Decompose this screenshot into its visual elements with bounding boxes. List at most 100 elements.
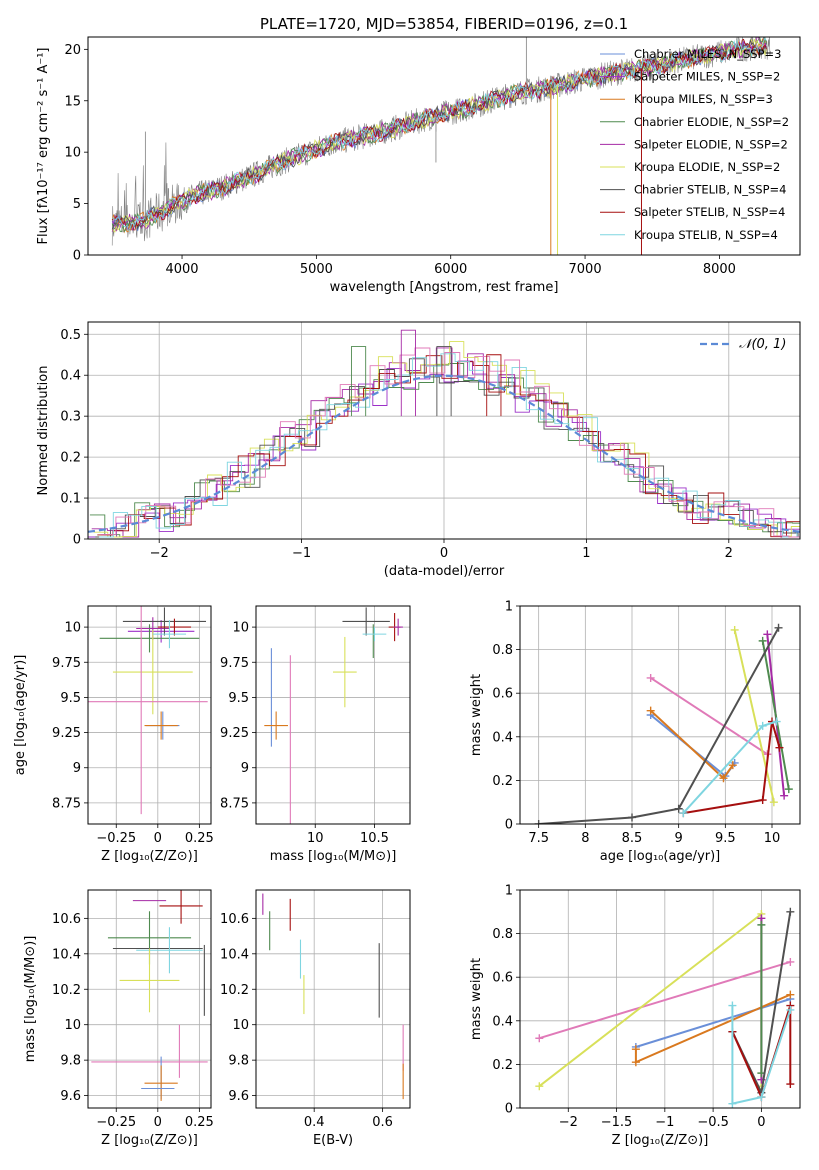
x-axis-label: age [log₁₀(age/yr)] bbox=[600, 849, 721, 864]
x-axis-label: (data-model)/error bbox=[384, 564, 505, 579]
weight-marker bbox=[674, 804, 683, 813]
axes-frame bbox=[519, 889, 801, 1109]
x-tick-label: 10.5 bbox=[360, 831, 389, 846]
weight-marker bbox=[757, 920, 766, 929]
weight-marker bbox=[786, 907, 795, 916]
weight-line-kroupa-miles bbox=[650, 709, 734, 780]
weight-marker bbox=[786, 990, 795, 999]
y-tick-label: 15 bbox=[64, 94, 81, 109]
histogram-kroupa-stelib bbox=[99, 353, 800, 538]
x-tick-label: −1 bbox=[292, 546, 311, 561]
x-tick-label: 8000 bbox=[703, 262, 736, 277]
x-tick-label: 6000 bbox=[434, 262, 467, 277]
y-tick-label: 10 bbox=[64, 146, 81, 161]
weight-marker bbox=[535, 1082, 544, 1091]
x-tick-label: 0.25 bbox=[185, 831, 214, 846]
plot-area bbox=[91, 890, 208, 1101]
x-tick-label: 0 bbox=[440, 546, 448, 561]
y-tick-label: 1 bbox=[505, 600, 513, 615]
x-axis-label: Z [log₁₀(Z/Z⊙)] bbox=[101, 849, 198, 864]
chart-age_vs_Z: −0.25 0 0.25 8.75 9 9.25 9.5 9.75 10 Z [log₁₀(Z/Z… bbox=[13, 605, 214, 864]
weight-line-kroupa-elodie bbox=[733, 629, 775, 803]
weight-marker bbox=[757, 1093, 766, 1102]
chart-mass_vs_Z: −0.25 0 0.25 9.6 9.8 10 10.2 10.4 10.6 Z [log₁₀(Z… bbox=[23, 889, 214, 1148]
x-axis-label: mass [log₁₀(M/M⊙)] bbox=[270, 849, 397, 864]
y-axis-label: Normed distribution bbox=[36, 366, 51, 496]
axes-frame bbox=[87, 36, 801, 256]
weight-line-chabrier-elodie bbox=[761, 640, 790, 790]
y-tick-label: 1 bbox=[505, 884, 513, 899]
weight-marker bbox=[728, 761, 737, 770]
y-axis-label: mass weight bbox=[469, 958, 484, 1040]
weight-line-chabrier-stelib bbox=[538, 627, 780, 824]
y-tick-label: 0.6 bbox=[492, 971, 513, 986]
weight-marker bbox=[631, 1058, 640, 1067]
legend-label: Salpeter MILES, N_SSP=2 bbox=[634, 70, 780, 84]
legend-label: Salpeter STELIB, N_SSP=4 bbox=[634, 205, 785, 219]
weight-marker bbox=[772, 717, 781, 726]
y-tick-label: 10.2 bbox=[52, 983, 81, 998]
x-tick-label: −0.25 bbox=[96, 1115, 136, 1130]
x-tick-label: 0.6 bbox=[372, 1115, 393, 1130]
histogram-peak bbox=[400, 329, 416, 417]
legend-label: Kroupa MILES, N_SSP=3 bbox=[634, 92, 773, 106]
x-tick-label: −0.5 bbox=[697, 1115, 729, 1130]
weight-marker bbox=[719, 774, 728, 783]
plot-area bbox=[262, 893, 404, 1100]
y-tick-label: 10 bbox=[232, 1018, 249, 1033]
y-tick-label: 9.5 bbox=[60, 691, 81, 706]
x-tick-label: 10 bbox=[764, 831, 781, 846]
y-tick-label: 9.5 bbox=[228, 691, 249, 706]
y-tick-label: 9.75 bbox=[52, 656, 81, 671]
chart-weight_vs_Z: −2 −1.5 −1 −0.5 0 0 0.2 0.4 0.6 0.8 1 Z [log₁₀(Z/Z⊙… bbox=[469, 884, 801, 1148]
legend-label: Chabrier MILES, N_SSP=3 bbox=[634, 47, 781, 61]
x-tick-label: 1 bbox=[582, 546, 590, 561]
x-tick-label: 9 bbox=[675, 831, 683, 846]
x-tick-label: 4000 bbox=[165, 262, 198, 277]
y-tick-label: 9.75 bbox=[220, 656, 249, 671]
y-tick-label: 9.8 bbox=[228, 1054, 249, 1069]
histogram-peak bbox=[436, 346, 452, 417]
y-axis-label: Flux [fλ10⁻¹⁷ erg cm⁻² s⁻¹ A⁻¹] bbox=[36, 48, 51, 245]
axes-frame bbox=[87, 321, 801, 540]
histogram-chabrier-stelib bbox=[95, 358, 800, 538]
y-tick-label: 0 bbox=[505, 818, 513, 833]
y-tick-label: 0.4 bbox=[492, 1014, 513, 1029]
weight-marker bbox=[730, 625, 739, 634]
histogram-salpeter-miles bbox=[88, 360, 800, 538]
y-tick-label: 10.4 bbox=[52, 947, 81, 962]
weight-marker bbox=[728, 1001, 737, 1010]
y-tick-label: 10.6 bbox=[220, 912, 249, 927]
axes-frame bbox=[87, 889, 212, 1109]
x-tick-label: −1.5 bbox=[601, 1115, 633, 1130]
y-tick-label: 5 bbox=[73, 197, 81, 212]
histogram-salpeter-stelib bbox=[97, 355, 800, 538]
weight-line-kroupa-elodie bbox=[538, 911, 763, 1087]
figure-title: PLATE=1720, MJD=53854, FIBERID=0196, z=0… bbox=[260, 15, 628, 33]
weight-marker bbox=[646, 706, 655, 715]
weight-marker bbox=[535, 1034, 544, 1043]
weight-marker bbox=[628, 813, 636, 822]
weight-line-kroupa-stelib bbox=[731, 1005, 792, 1105]
weight-marker bbox=[786, 1005, 795, 1014]
x-tick-label: 10 bbox=[307, 831, 324, 846]
weight-line-pink bbox=[539, 960, 791, 1040]
x-tick-label: 5000 bbox=[300, 262, 333, 277]
x-axis-label: wavelength [Angstrom, rest frame] bbox=[330, 280, 559, 295]
chart-spectrum: 4000 5000 6000 7000 8000 0 5 10 15 20 wavelength [… bbox=[36, 36, 801, 295]
axes-frame bbox=[255, 605, 411, 825]
y-tick-label: 9 bbox=[241, 761, 249, 776]
y-tick-label: 0.4 bbox=[492, 730, 513, 745]
y-tick-label: 0.4 bbox=[60, 369, 81, 384]
x-tick-label: 0.25 bbox=[185, 1115, 214, 1130]
weight-marker bbox=[774, 623, 783, 632]
weight-marker bbox=[646, 673, 655, 682]
x-tick-label: 0.4 bbox=[304, 1115, 325, 1130]
histogram-peak bbox=[350, 346, 367, 417]
plot-area bbox=[111, 37, 771, 255]
model-spectrum-salpeter-stelib bbox=[111, 38, 767, 231]
plot-area bbox=[88, 606, 208, 815]
y-tick-label: 9.25 bbox=[52, 726, 81, 741]
legend-label: Chabrier ELODIE, N_SSP=2 bbox=[634, 115, 789, 129]
